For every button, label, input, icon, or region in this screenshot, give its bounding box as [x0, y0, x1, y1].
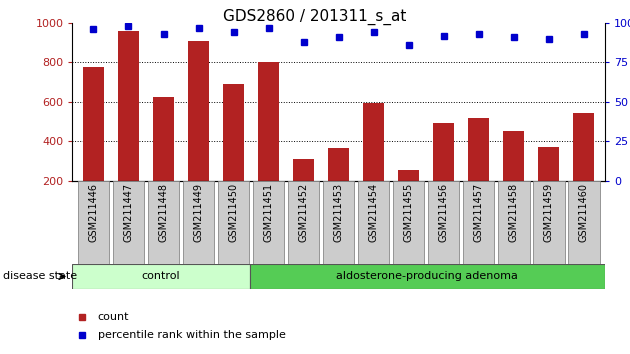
Text: GSM211447: GSM211447 — [123, 183, 134, 242]
FancyBboxPatch shape — [113, 181, 144, 264]
FancyBboxPatch shape — [393, 181, 425, 264]
Text: control: control — [142, 272, 180, 281]
Text: GSM211456: GSM211456 — [438, 183, 449, 242]
Bar — [153, 97, 174, 220]
Bar — [398, 170, 419, 220]
Bar — [83, 67, 104, 220]
Bar — [258, 62, 279, 220]
Bar — [363, 103, 384, 220]
Text: GSM211449: GSM211449 — [193, 183, 203, 242]
Text: GSM211450: GSM211450 — [229, 183, 239, 242]
Text: GSM211457: GSM211457 — [474, 183, 484, 242]
FancyBboxPatch shape — [568, 181, 600, 264]
Text: GSM211458: GSM211458 — [509, 183, 518, 242]
Text: GSM211446: GSM211446 — [88, 183, 98, 242]
Bar — [468, 118, 490, 220]
Bar — [188, 41, 209, 220]
FancyBboxPatch shape — [72, 264, 250, 289]
FancyBboxPatch shape — [250, 264, 605, 289]
FancyBboxPatch shape — [323, 181, 355, 264]
FancyBboxPatch shape — [498, 181, 529, 264]
FancyBboxPatch shape — [218, 181, 249, 264]
Text: GSM211454: GSM211454 — [369, 183, 379, 242]
Text: GSM211453: GSM211453 — [334, 183, 343, 242]
Text: aldosterone-producing adenoma: aldosterone-producing adenoma — [336, 272, 518, 281]
FancyBboxPatch shape — [148, 181, 180, 264]
Text: GSM211451: GSM211451 — [263, 183, 273, 242]
Text: count: count — [98, 312, 129, 322]
FancyBboxPatch shape — [183, 181, 214, 264]
FancyBboxPatch shape — [77, 181, 109, 264]
Text: GSM211448: GSM211448 — [159, 183, 168, 242]
Text: GSM211455: GSM211455 — [404, 183, 414, 242]
Bar — [328, 148, 349, 220]
FancyBboxPatch shape — [463, 181, 495, 264]
Text: GSM211452: GSM211452 — [299, 183, 309, 242]
Bar — [433, 124, 454, 220]
Bar — [293, 159, 314, 220]
FancyBboxPatch shape — [288, 181, 319, 264]
Bar — [503, 131, 524, 220]
FancyBboxPatch shape — [428, 181, 459, 264]
Text: percentile rank within the sample: percentile rank within the sample — [98, 330, 285, 339]
Bar — [118, 31, 139, 220]
Bar — [538, 147, 559, 220]
Text: GDS2860 / 201311_s_at: GDS2860 / 201311_s_at — [223, 9, 407, 25]
FancyBboxPatch shape — [358, 181, 389, 264]
FancyBboxPatch shape — [253, 181, 284, 264]
Text: GSM211460: GSM211460 — [579, 183, 589, 242]
Bar — [223, 84, 244, 220]
Bar — [573, 113, 594, 220]
Text: GSM211459: GSM211459 — [544, 183, 554, 242]
FancyBboxPatch shape — [533, 181, 564, 264]
Text: disease state: disease state — [3, 272, 77, 281]
